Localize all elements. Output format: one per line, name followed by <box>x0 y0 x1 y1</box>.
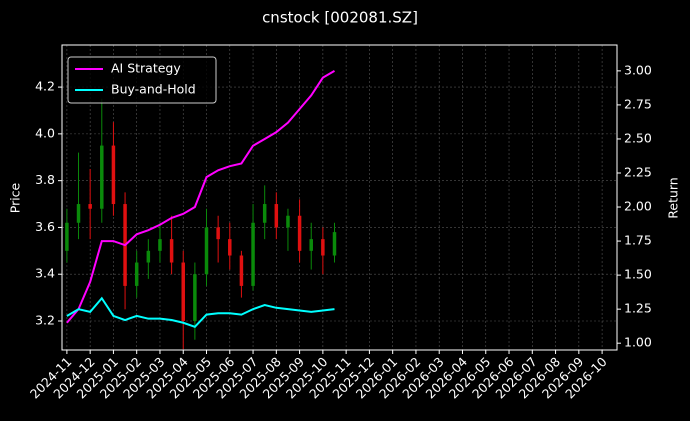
return-line <box>66 296 335 329</box>
candle-body <box>297 215 302 251</box>
legend-label: AI Strategy <box>111 61 181 76</box>
y2-axis-label: Return <box>666 177 681 218</box>
y2-tick-label: 1.50 <box>624 267 652 282</box>
y-tick-label: 3.6 <box>35 219 55 234</box>
candle-body <box>169 239 174 263</box>
candle-body <box>332 232 337 256</box>
legend-label: Buy-and-Hold <box>111 82 196 97</box>
y2-tick-label: 1.25 <box>624 301 652 316</box>
candle-body <box>321 239 325 256</box>
y-tick-label: 3.2 <box>35 312 55 327</box>
candle-body <box>158 239 162 251</box>
candle-body <box>274 204 279 228</box>
y2-tick-label: 1.00 <box>624 335 652 350</box>
candle-body <box>216 227 220 240</box>
candle-body <box>309 239 313 251</box>
y2-tick-label: 1.75 <box>624 233 652 248</box>
candle-body <box>76 204 81 223</box>
candle-body <box>146 250 151 263</box>
y-tick-label: 3.4 <box>35 266 55 281</box>
chart-title: cnstock [002081.SZ] <box>262 9 418 27</box>
legend-box <box>67 56 217 104</box>
legend: AI Strategy Buy-and-Hold <box>67 56 217 104</box>
candle-body <box>228 239 232 256</box>
y-axis-label: Price <box>8 182 23 213</box>
plot-frame <box>61 44 618 351</box>
return-line <box>66 70 336 324</box>
candle-body <box>239 255 244 286</box>
y2-tick-label: 2.50 <box>624 130 652 145</box>
candle-body <box>88 204 92 209</box>
y2-tick-label: 2.25 <box>624 164 652 179</box>
y-tick-label: 3.8 <box>35 172 55 187</box>
y-tick-label: 4.2 <box>35 79 55 94</box>
candle-body <box>100 145 104 209</box>
candle-body <box>181 262 185 321</box>
y2-tick-label: 3.00 <box>624 62 652 77</box>
candle-body <box>204 227 209 275</box>
candle-body <box>286 215 290 228</box>
candle-body <box>134 262 139 286</box>
candle-body <box>262 204 267 223</box>
candle-body <box>193 274 197 321</box>
y2-tick-label: 2.75 <box>624 96 652 111</box>
y-tick-label: 4.0 <box>35 125 55 140</box>
candle-body <box>251 222 255 286</box>
candle-body <box>111 145 116 205</box>
candle-body <box>65 222 69 251</box>
y2-tick-label: 2.00 <box>624 199 652 214</box>
